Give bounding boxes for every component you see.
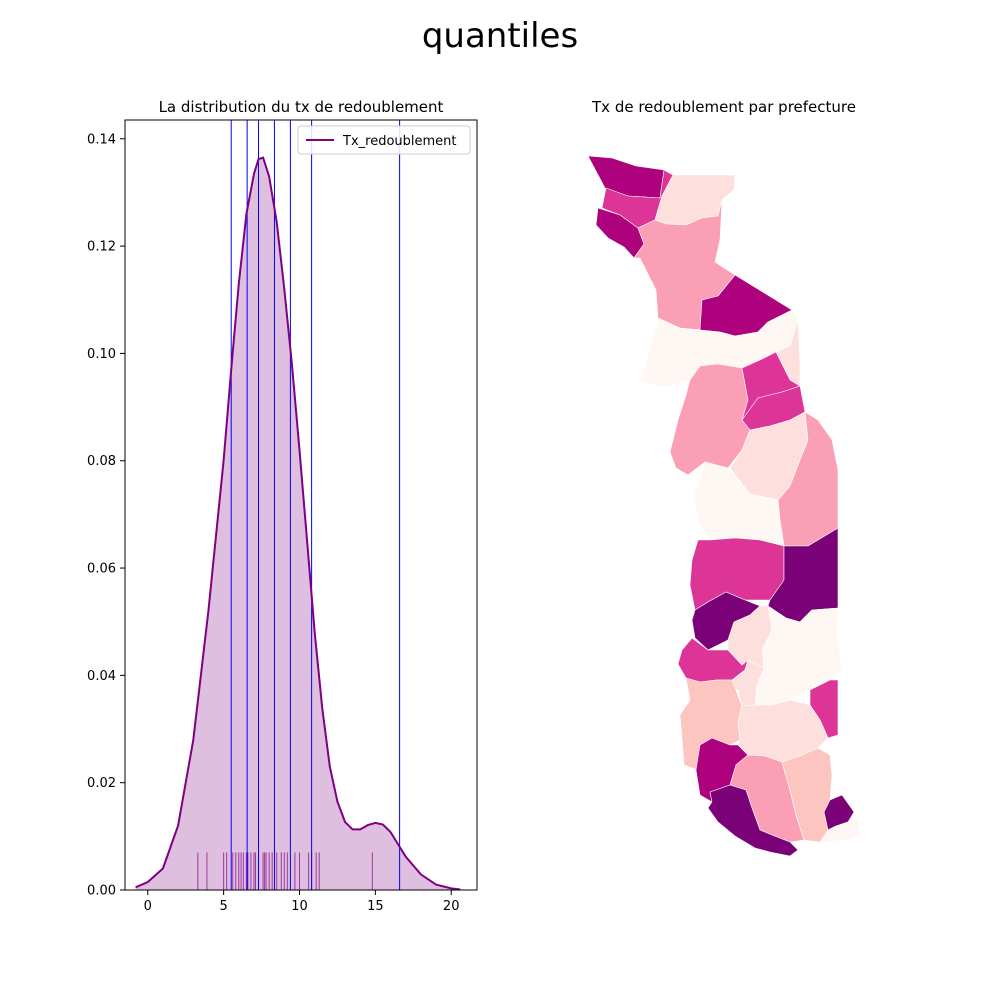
x-tick-label: 20 <box>443 899 460 914</box>
distribution-title: La distribution du tx de redoublement <box>159 98 444 116</box>
y-tick-label: 0.04 <box>87 669 116 684</box>
y-tick-label: 0.10 <box>87 347 116 362</box>
prefecture-region <box>669 363 751 476</box>
prefecture-map <box>587 155 861 857</box>
y-tick-label: 0.14 <box>87 132 116 147</box>
figure-title: quantiles <box>422 16 578 56</box>
distribution-panel: La distribution du tx de redoublement 0 5… <box>87 98 478 914</box>
legend-box <box>297 125 471 155</box>
y-tick-label: 0.00 <box>87 884 116 899</box>
legend: Tx_redoublement <box>297 125 471 155</box>
map-title: Tx de redoublement par prefecture <box>591 98 856 116</box>
prefecture-region <box>819 817 861 843</box>
x-tick-label: 0 <box>144 899 152 914</box>
x-tick-label: 15 <box>367 899 384 914</box>
density-fill <box>135 157 461 891</box>
x-axis: 0 5 10 15 20 <box>144 890 460 914</box>
prefecture-region <box>707 784 799 857</box>
distribution-plot-area <box>135 120 461 891</box>
x-tick-label: 5 <box>219 899 227 914</box>
prefecture-region <box>587 155 665 199</box>
prefecture-region <box>689 537 785 611</box>
y-tick-label: 0.08 <box>87 454 116 469</box>
distribution-axes-frame <box>124 119 478 891</box>
y-tick-label: 0.02 <box>87 776 116 791</box>
x-tick-label: 10 <box>291 899 308 914</box>
density-curve-tx-redoublement <box>135 156 461 891</box>
y-tick-label: 0.06 <box>87 562 116 577</box>
map-panel: Tx de redoublement par prefecture <box>587 98 861 857</box>
y-tick-label: 0.12 <box>87 240 116 255</box>
y-axis: 0.00 0.02 0.04 0.06 0.08 0.10 0.12 0.14 <box>87 132 125 899</box>
legend-entry-tx-redoublement: Tx_redoublement <box>342 134 457 149</box>
